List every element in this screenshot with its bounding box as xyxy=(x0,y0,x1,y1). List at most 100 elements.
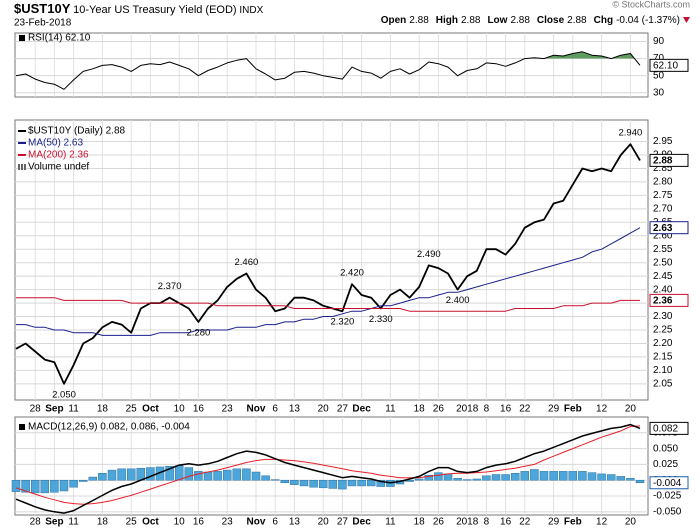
quote-label: Close xyxy=(537,15,565,26)
x-tick-label: 23 xyxy=(222,404,234,415)
histogram-bar xyxy=(117,468,126,481)
x-tick-label: 20 xyxy=(625,517,637,528)
annotation: 2.400 xyxy=(446,295,470,306)
histogram-bar xyxy=(309,479,318,488)
series-line xyxy=(15,143,641,385)
quote-value: 2.88 xyxy=(567,15,587,26)
histogram-bar xyxy=(443,473,453,481)
legend-label: $UST10Y (Daily) 2.88 xyxy=(28,126,126,137)
histogram-bar xyxy=(40,479,50,494)
x-tick-label: 25 xyxy=(126,404,138,415)
x-tick-label: Oct xyxy=(142,517,159,528)
x-tick-label: 13 xyxy=(289,517,301,528)
histogram-bar xyxy=(520,471,530,481)
x-tick-label: 20 xyxy=(625,404,637,415)
annotation: 2.050 xyxy=(52,389,76,400)
x-tick-label: 11 xyxy=(68,517,79,528)
y-tick-label: 2.30 xyxy=(653,311,673,322)
quote-value: 2.88 xyxy=(510,15,530,26)
histogram-bar xyxy=(270,479,280,481)
y-tick-label: 0.050 xyxy=(653,443,678,454)
x-tick-label: 16 xyxy=(193,517,205,528)
histogram-bar xyxy=(578,471,587,481)
annotation: 2.420 xyxy=(340,268,364,279)
histogram-bar xyxy=(299,479,309,487)
histogram-bar xyxy=(261,475,270,481)
histogram-bar xyxy=(203,471,213,481)
histogram-bar xyxy=(174,465,184,481)
histogram-bar xyxy=(491,474,501,481)
y-tick-label: 2.70 xyxy=(653,203,673,214)
value-badge-text: -0.004 xyxy=(653,478,682,489)
histogram-bar xyxy=(472,478,482,481)
histogram-bar xyxy=(280,479,290,484)
x-tick-label: 20 xyxy=(318,404,330,415)
y-tick-label: 2.95 xyxy=(653,136,673,147)
x-tick-label: 16 xyxy=(500,404,512,415)
x-tick-label: Nov xyxy=(247,517,266,528)
histogram-bar xyxy=(88,476,98,481)
header-title: $UST10Y 10-Year US Treasury Yield (EOD) … xyxy=(14,1,264,16)
histogram-bar xyxy=(424,474,434,481)
y-tick-label: 2.55 xyxy=(653,244,673,255)
histogram-bar xyxy=(501,474,510,481)
series-line xyxy=(15,423,641,514)
histogram-bar xyxy=(50,479,59,493)
y-tick-label: 2.85 xyxy=(653,163,673,174)
histogram-bar xyxy=(126,468,136,481)
value-badge xyxy=(649,476,689,490)
histogram-bar xyxy=(405,479,414,482)
value-badge-text: 62.10 xyxy=(653,60,678,71)
x-tick-label: 18 xyxy=(414,404,426,415)
histogram-bar xyxy=(453,478,462,481)
x-tick-label: 12 xyxy=(596,517,608,528)
histogram-bar xyxy=(59,479,69,492)
y-tick-label: 2.40 xyxy=(653,284,673,295)
y-tick-label: 30 xyxy=(653,87,665,98)
value-badge xyxy=(649,153,689,167)
y-tick-label: 50 xyxy=(653,70,665,81)
series-line xyxy=(15,51,641,90)
legend-icon xyxy=(21,164,23,170)
annotation: 2.280 xyxy=(187,327,211,338)
x-tick-label: 28 xyxy=(30,517,42,528)
x-tick-label: Feb xyxy=(564,517,582,528)
histogram-bar xyxy=(587,472,597,481)
x-tick-label: 27 xyxy=(337,517,349,528)
x-tick-label: 2018 xyxy=(456,517,479,528)
legend-label: MA(200) 2.36 xyxy=(28,150,89,161)
histogram-bar xyxy=(328,479,338,489)
quote-label: Low xyxy=(487,15,507,26)
x-tick-label: Dec xyxy=(352,404,371,415)
histogram-bar xyxy=(21,479,30,493)
histogram-bar xyxy=(482,475,491,481)
annotation: 2.370 xyxy=(158,281,182,292)
histogram-bar xyxy=(549,471,558,481)
y-tick-label: 2.45 xyxy=(653,271,673,282)
legend-icon xyxy=(19,424,25,430)
histogram-bar xyxy=(626,478,635,481)
y-tick-label: 2.05 xyxy=(653,378,673,389)
series-line xyxy=(15,425,641,505)
x-tick-label: Oct xyxy=(142,404,159,415)
exchange: INDX xyxy=(239,5,263,16)
y-tick-label: 70 xyxy=(653,53,665,64)
annotation: 2.490 xyxy=(417,249,441,260)
x-tick-label: 12 xyxy=(596,404,608,415)
x-tick-label: 20 xyxy=(318,517,330,528)
y-tick-label: 2.50 xyxy=(653,257,673,268)
quote-label: Open xyxy=(381,15,407,26)
y-tick-label: 2.20 xyxy=(653,338,673,349)
x-tick-label: 8 xyxy=(484,517,490,528)
y-tick-label: 2.75 xyxy=(653,190,673,201)
y-tick-label: -0.050 xyxy=(653,506,682,517)
panel-title: RSI(14) 62.10 xyxy=(28,33,91,44)
histogram-bar xyxy=(78,479,88,482)
x-tick-label: 25 xyxy=(126,517,138,528)
x-tick-label: 18 xyxy=(97,404,109,415)
histogram-bar xyxy=(232,468,242,481)
value-badge-text: 2.36 xyxy=(653,296,673,307)
annotation: 2.940 xyxy=(619,128,643,139)
x-tick-label: 2018 xyxy=(456,404,479,415)
histogram-bar xyxy=(616,476,626,481)
